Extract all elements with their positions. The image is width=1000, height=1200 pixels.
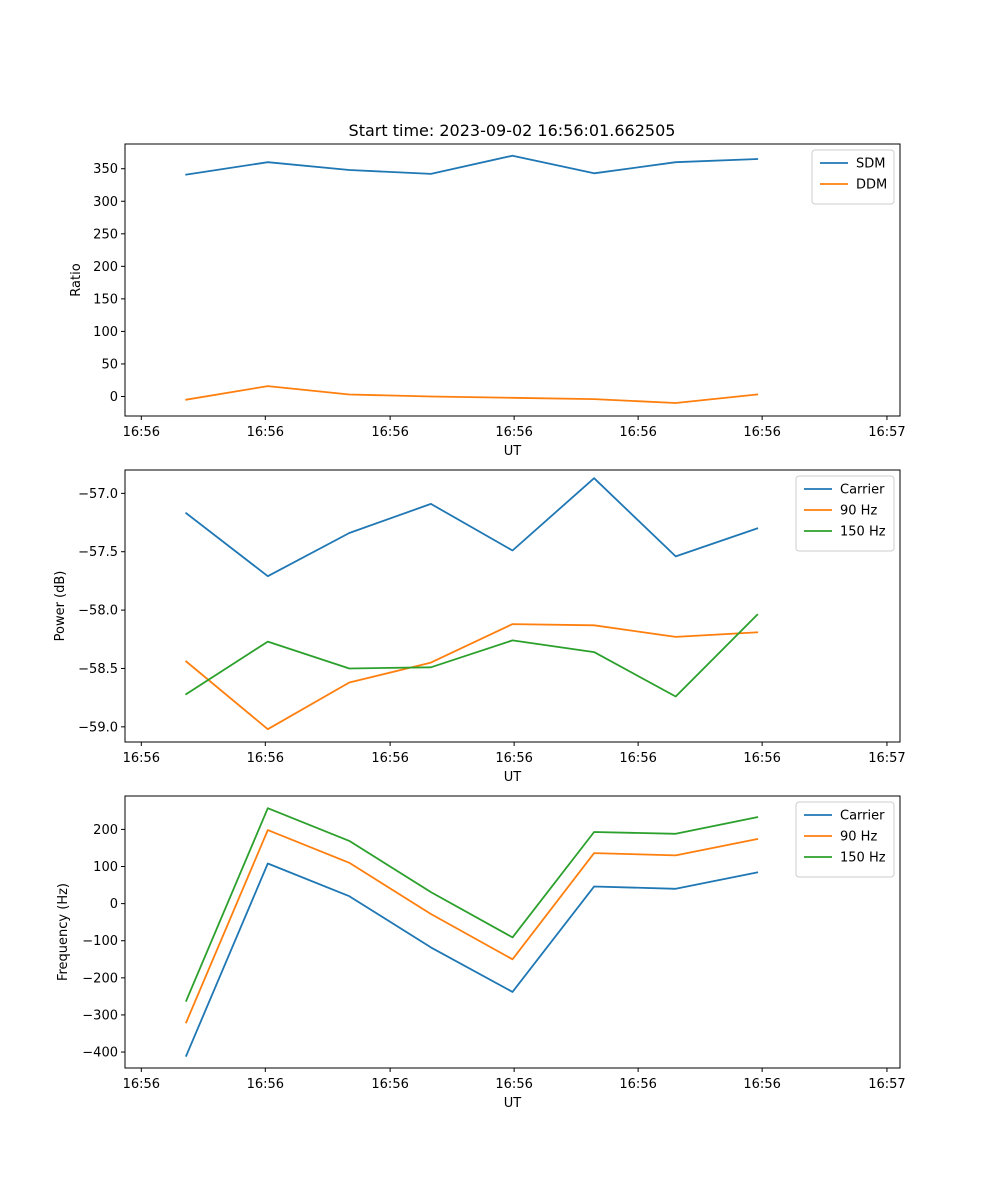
chart-2-x-tick-label: 16:56 xyxy=(743,1077,780,1092)
chart-2-y-tick-label: −300 xyxy=(82,1008,118,1023)
chart-0-y-tick-label: 250 xyxy=(93,227,118,242)
chart-2-x-tick-label: 16:56 xyxy=(495,1077,532,1092)
chart-0-y-axis-label: Ratio xyxy=(69,263,84,296)
chart-1-y-tick-label: −58.5 xyxy=(78,662,118,677)
chart-2-legend-label: 90 Hz xyxy=(840,830,877,845)
chart-2-x-tick-label: 16:56 xyxy=(247,1077,284,1092)
chart-2-series-carrier-line xyxy=(185,862,759,1057)
chart-1-series-carrier-line xyxy=(184,477,759,578)
chart-1-legend-box xyxy=(795,475,895,552)
chart-2-x-tick-label: 16:56 xyxy=(123,1077,160,1092)
chart-0-series-ddm-line xyxy=(185,385,759,404)
chart-1-y-tick-label: −57.5 xyxy=(78,545,118,560)
chart-2-y-tick-label: −100 xyxy=(82,934,118,949)
chart-0-legend-label: DDM xyxy=(856,178,887,193)
chart-2-axes-frame xyxy=(124,795,901,1069)
chart-1-x-tick-label: 16:57 xyxy=(868,751,905,766)
chart-0-y-tick-label: 300 xyxy=(93,195,118,210)
chart-0-x-axis-label: UT xyxy=(504,444,522,459)
chart-0-axes-frame xyxy=(124,143,901,417)
chart-1-x-tick-label: 16:56 xyxy=(495,751,532,766)
chart-0-y-tick-label: 150 xyxy=(93,292,118,307)
chart-1-y-tick-label: −58.0 xyxy=(78,604,118,619)
chart-1-legend-label: 150 Hz xyxy=(840,525,886,540)
chart-1-x-axis-label: UT xyxy=(504,770,522,785)
chart-2-y-tick-label: 0 xyxy=(110,897,118,912)
chart-1-x-tick-label: 16:56 xyxy=(619,751,656,766)
chart-0-legend-label: SDM xyxy=(856,157,885,172)
chart-2-y-tick-label: −400 xyxy=(82,1046,118,1061)
chart-0-y-tick-label: 0 xyxy=(110,390,118,405)
subplot-frequency: 16:56 16:56 16:56 16:56 16:56 16:56 16:57 −400 −… xyxy=(56,795,906,1111)
chart-2-legend-label: 150 Hz xyxy=(840,851,886,866)
chart-0-x-tick-label: 16:57 xyxy=(868,425,905,440)
chart-0-x-tick-label: 16:56 xyxy=(619,425,656,440)
figure-title: Start time: 2023-09-02 16:56:01.662505 xyxy=(349,121,676,140)
chart-2-y-tick-label: −200 xyxy=(82,971,118,986)
chart-0-x-tick-label: 16:56 xyxy=(495,425,532,440)
chart-0-y-tick-label: 50 xyxy=(101,357,118,372)
chart-0-x-tick-label: 16:56 xyxy=(743,425,780,440)
chart-1-y-tick-label: −59.0 xyxy=(78,720,118,735)
chart-1-series-150-hz-line xyxy=(184,613,759,698)
chart-1-y-axis-label: Power (dB) xyxy=(53,571,68,642)
chart-1-legend-label: Carrier xyxy=(840,483,885,498)
chart-0-series-sdm-line xyxy=(185,154,759,176)
chart-2-x-tick-label: 16:56 xyxy=(371,1077,408,1092)
chart-1-x-tick-label: 16:56 xyxy=(743,751,780,766)
chart-2-series-90-hz-line xyxy=(185,829,759,1024)
chart-0-x-tick-label: 16:56 xyxy=(371,425,408,440)
chart-1-x-tick-label: 16:56 xyxy=(247,751,284,766)
chart-1-x-tick-label: 16:56 xyxy=(123,751,160,766)
chart-2-y-tick-label: 100 xyxy=(93,860,118,875)
chart-0-legend: SDM DDM xyxy=(811,149,895,205)
chart-0-y-tick-label: 100 xyxy=(93,325,118,340)
chart-0-x-tick-label: 16:56 xyxy=(247,425,284,440)
chart-1-legend: Carrier 90 Hz 150 Hz xyxy=(795,475,895,552)
chart-1-y-tick-label: −57.0 xyxy=(78,487,118,502)
chart-2-legend-label: Carrier xyxy=(840,809,885,824)
chart-0-y-tick-label: 200 xyxy=(93,260,118,275)
chart-2-x-tick-label: 16:56 xyxy=(619,1077,656,1092)
chart-2-x-tick-label: 16:57 xyxy=(868,1077,905,1092)
chart-1-axes-frame xyxy=(124,469,901,743)
subplot-ratio: 16:56 16:56 16:56 16:56 16:56 16:56 16:57 0 50 10… xyxy=(69,143,906,459)
chart-2-legend-box xyxy=(795,801,895,878)
chart-2-x-axis-label: UT xyxy=(504,1096,522,1111)
chart-2-y-axis-label: Frequency (Hz) xyxy=(56,883,71,981)
chart-1-legend-label: 90 Hz xyxy=(840,504,877,519)
chart-1-x-tick-label: 16:56 xyxy=(371,751,408,766)
chart-1-series-90-hz-line xyxy=(184,623,759,731)
chart-2-legend: Carrier 90 Hz 150 Hz xyxy=(795,801,895,878)
chart-0-x-tick-label: 16:56 xyxy=(123,425,160,440)
chart-0-y-tick-label: 350 xyxy=(93,162,118,177)
chart-2-y-tick-label: 200 xyxy=(93,823,118,838)
chart-2-series-150-hz-line xyxy=(185,807,759,1002)
subplot-power: 16:56 16:56 16:56 16:56 16:56 16:56 16:57 −59.0… xyxy=(53,469,906,785)
